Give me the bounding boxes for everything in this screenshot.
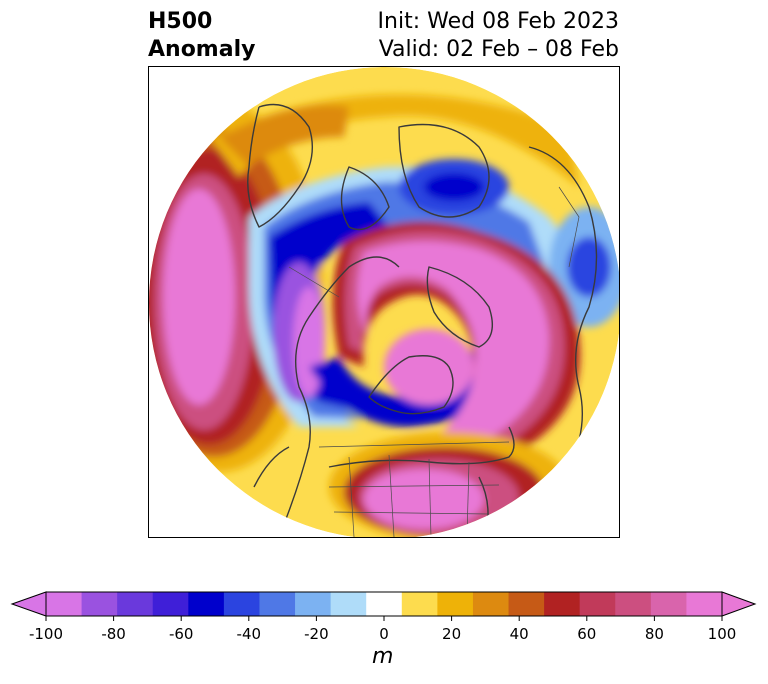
colorbar-box-12: [472, 592, 510, 616]
colorbar-box-9: [366, 592, 403, 616]
colorbar-box-0: [46, 592, 83, 616]
colorbar-box-11: [437, 592, 474, 616]
init-time: Init: Wed 08 Feb 2023: [377, 9, 619, 34]
anomaly-arctic-ridge-core: [357, 241, 550, 447]
anomaly-atlantic-low-core: [567, 237, 611, 297]
colorbar-tick-label: 80: [645, 625, 664, 643]
anomaly-map: [149, 67, 619, 537]
colorbar: -100 -80 -60 -40 -20 0 20 40 60 80 100: [10, 591, 757, 643]
colorbar-box-4: [188, 592, 225, 616]
colorbar-box-2: [117, 592, 154, 616]
colorbar-box-7: [295, 592, 332, 616]
colorbar-box-5: [223, 592, 260, 616]
title-right: Init: Wed 08 Feb 2023 Valid: 02 Feb – 08…: [378, 8, 619, 64]
colorbar-under-arrow: [10, 591, 47, 617]
colorbar-ticks: -100 -80 -60 -40 -20 0 20 40 60 80 100: [29, 616, 736, 643]
coastlines: [247, 103, 598, 537]
colorbar-tick-label: 0: [379, 625, 389, 643]
title-variable: H500: [148, 9, 213, 34]
anomaly-arctic-low-core: [424, 173, 484, 201]
colorbar-tick-label: -60: [169, 625, 194, 643]
title-left: H500 Anomaly: [148, 8, 255, 64]
colorbar-box-18: [686, 592, 723, 616]
colorbar-box-13: [508, 592, 545, 616]
valid-range: Valid: 02 Feb – 08 Feb: [378, 37, 619, 62]
anomaly-hudson-ridge: [384, 329, 474, 405]
colorbar-box-10: [401, 592, 438, 616]
colorbar-over-arrow: [721, 591, 757, 617]
anomaly-hudson-trough: [309, 337, 489, 427]
colorbar-tick-label: 20: [442, 625, 461, 643]
colorbar-tick-label: -100: [29, 625, 63, 643]
colorbar-tick-label: 60: [577, 625, 596, 643]
colorbar-boxes: [46, 592, 723, 616]
map-panel: [148, 66, 620, 538]
colorbar-box-15: [579, 592, 616, 616]
colorbar-tick-label: 40: [510, 625, 529, 643]
colorbar-box-16: [615, 592, 652, 616]
colorbar-box-3: [152, 592, 189, 616]
anomaly-southeast-us-core: [364, 469, 484, 529]
colorbar-box-8: [330, 592, 367, 616]
colorbar-tick-label: -40: [237, 625, 262, 643]
colorbar-box-1: [81, 592, 118, 616]
colorbar-box-6: [259, 592, 296, 616]
anomaly-north-pacific-core: [163, 189, 235, 405]
title-field: Anomaly: [148, 37, 256, 62]
colorbar-tick-label: 100: [708, 625, 737, 643]
colorbar-tick-label: -80: [101, 625, 126, 643]
colorbar-units: m: [372, 644, 394, 669]
colorbar-box-17: [650, 592, 687, 616]
colorbar-tick-label: -20: [304, 625, 329, 643]
anomaly-siberia-ridge-inner: [219, 105, 349, 167]
colorbar-box-14: [544, 592, 581, 616]
